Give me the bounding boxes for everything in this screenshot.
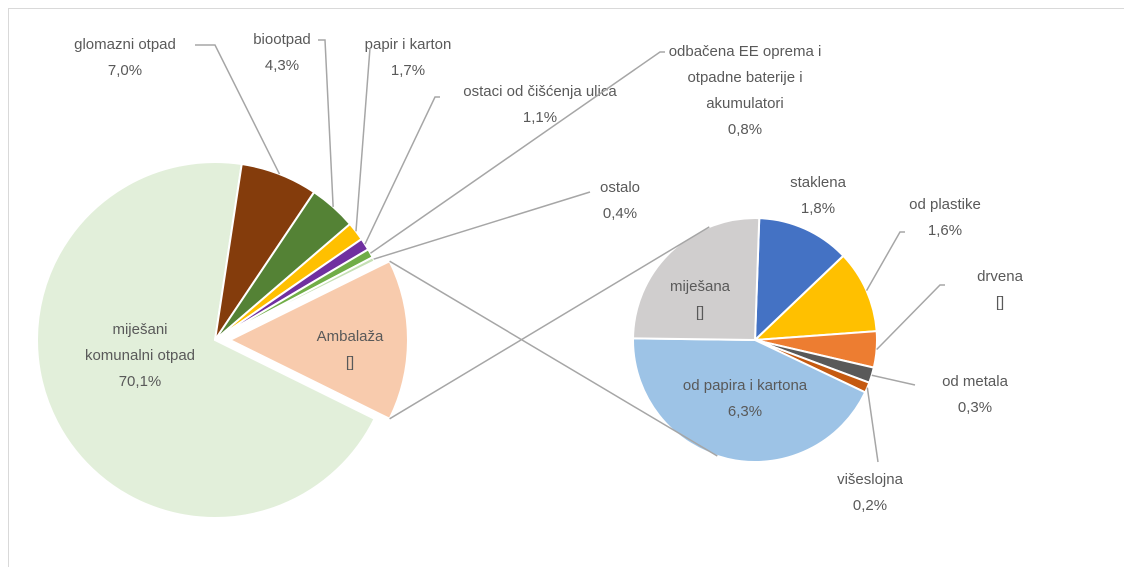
value-label: 70,1% (119, 373, 162, 390)
category-label: Ambalaža (317, 328, 384, 345)
pie-slice (752, 254, 878, 342)
category-label: staklena (790, 174, 847, 191)
value-label: 1,1% (523, 109, 557, 126)
leader-line (876, 284, 945, 351)
category-label: ostalo (600, 179, 640, 196)
category-label: ostaci od čišćenja ulica (463, 83, 617, 100)
category-label: miješana (670, 278, 731, 295)
leader-line (355, 47, 371, 232)
leader-line (866, 387, 879, 463)
value-label: [] (346, 354, 354, 371)
value-label: 1,7% (391, 62, 425, 79)
value-label: 0,8% (728, 121, 762, 138)
category-label: višeslojna (837, 471, 904, 488)
value-label: 7,0% (108, 62, 142, 79)
chart-frame (8, 8, 1124, 567)
pie-slice (214, 255, 376, 341)
category-label: drvena (977, 268, 1024, 285)
category-label: biootpad (253, 31, 311, 48)
value-label: 0,2% (853, 497, 887, 514)
category-label: glomazni otpad (74, 36, 176, 53)
pie-slice (753, 217, 845, 343)
leader-line (318, 39, 334, 207)
value-label: 0,4% (603, 205, 637, 222)
value-label: 6,3% (728, 403, 762, 420)
value-label: 1,6% (928, 222, 962, 239)
value-label: 4,3% (265, 57, 299, 74)
pie-slice (227, 259, 409, 421)
category-label: od metala (942, 373, 1009, 390)
value-label: 1,8% (801, 200, 835, 217)
value-label: 0,3% (958, 399, 992, 416)
value-label: [] (696, 304, 704, 321)
category-label: od papira i kartona (683, 377, 808, 394)
leader-line (195, 44, 281, 175)
connector-line (389, 260, 718, 457)
leader-line (370, 51, 665, 254)
leader-line (865, 231, 905, 291)
category-label: papir i karton (365, 36, 452, 53)
pie-slice (36, 161, 376, 519)
value-label: [] (996, 294, 1004, 311)
pie-slice (632, 337, 867, 463)
pie-slice (631, 217, 761, 342)
category-label: od plastike (909, 196, 981, 213)
leader-line (364, 96, 440, 245)
category-label: miješani komunalni otpad (85, 321, 195, 364)
leader-line (871, 374, 916, 386)
leader-line (373, 191, 591, 260)
connector-line (389, 226, 710, 420)
category-label: odbačena EE oprema i otpadne baterije i ak… (669, 43, 822, 112)
